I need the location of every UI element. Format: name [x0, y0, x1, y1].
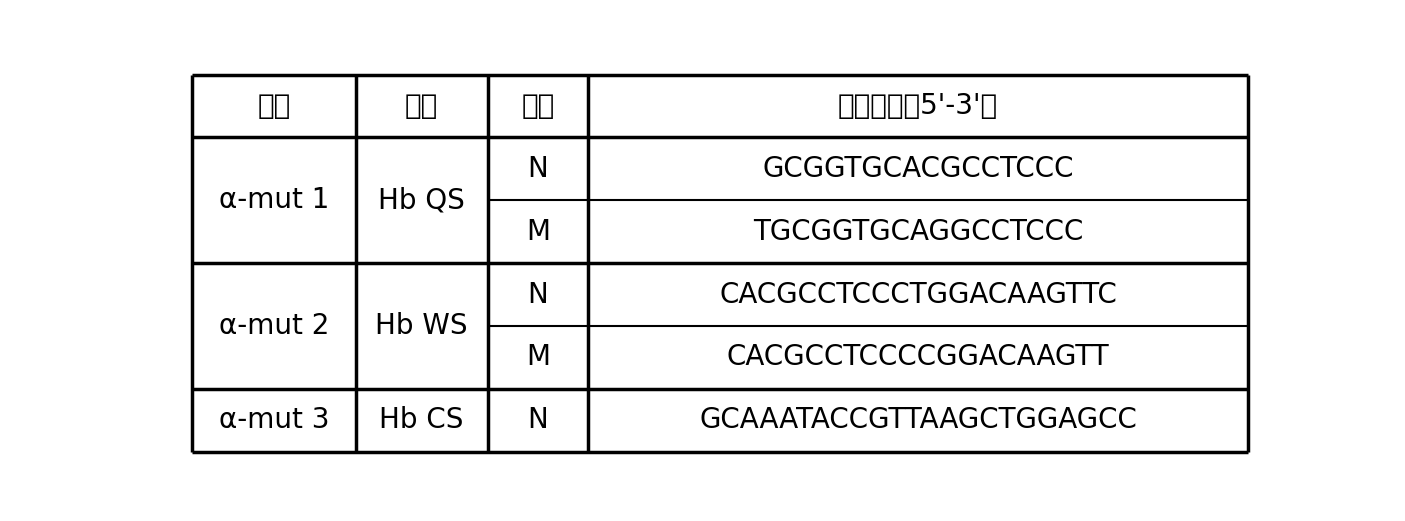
Text: 位置: 位置 [405, 92, 438, 120]
Text: 编号: 编号 [257, 92, 291, 120]
Text: Hb QS: Hb QS [378, 186, 465, 214]
Text: GCAAATACCGTTAAGCTGGAGCC: GCAAATACCGTTAAGCTGGAGCC [700, 406, 1137, 434]
Text: CACGCCTCCCTGGACAAGTTC: CACGCCTCCCTGGACAAGTTC [719, 280, 1117, 308]
Text: α-mut 2: α-mut 2 [219, 312, 329, 340]
Text: α-mut 1: α-mut 1 [219, 186, 329, 214]
Text: Hb WS: Hb WS [375, 312, 468, 340]
Text: N: N [527, 280, 548, 308]
Text: Hb CS: Hb CS [379, 406, 464, 434]
Text: GCGGTGCACGCCTCCC: GCGGTGCACGCCTCCC [763, 155, 1073, 183]
Text: M: M [525, 218, 549, 246]
Text: N: N [527, 406, 548, 434]
Text: N: N [527, 155, 548, 183]
Text: 探针序列（5'-3'）: 探针序列（5'-3'） [837, 92, 998, 120]
Text: TGCGGTGCAGGCCTCCC: TGCGGTGCAGGCCTCCC [753, 218, 1083, 246]
Text: M: M [525, 343, 549, 371]
Text: 探针: 探针 [521, 92, 555, 120]
Text: α-mut 3: α-mut 3 [219, 406, 329, 434]
Text: CACGCCTCCCCGGACAAGTT: CACGCCTCCCCGGACAAGTT [726, 343, 1110, 371]
